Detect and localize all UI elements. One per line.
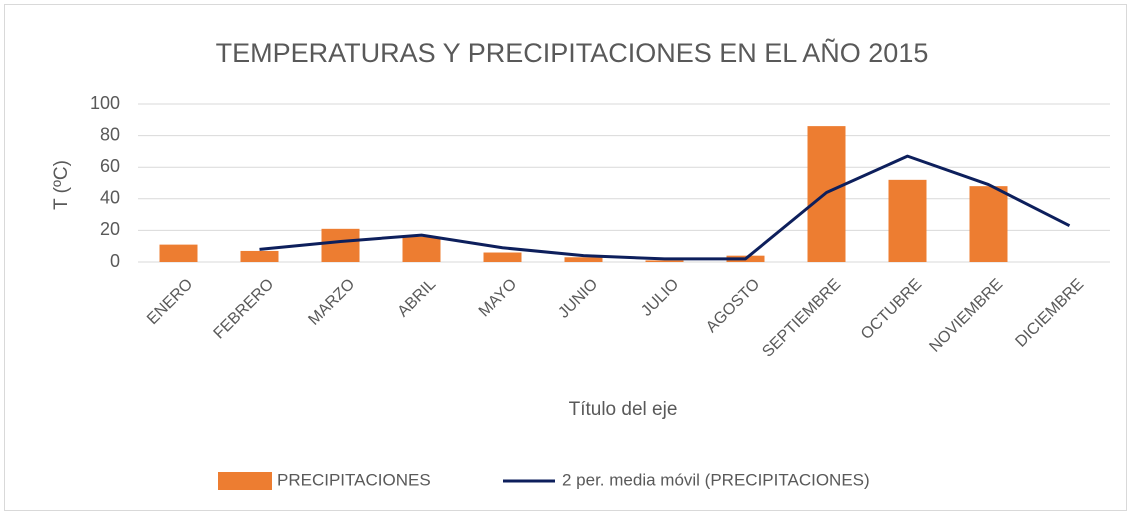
bar bbox=[402, 236, 441, 262]
y-tick-label: 100 bbox=[90, 93, 120, 113]
bar bbox=[888, 179, 927, 262]
y-tick-label: 60 bbox=[100, 156, 120, 176]
y-tick-label: 20 bbox=[100, 219, 120, 239]
x-axis-title: Título del eje bbox=[569, 399, 678, 420]
line bbox=[259, 154, 1071, 261]
bar bbox=[564, 257, 603, 262]
legend-label: PRECIPITACIONES bbox=[277, 470, 431, 489]
legend-label: 2 per. media móvil (PRECIPITACIONES) bbox=[562, 470, 870, 489]
bar bbox=[645, 260, 684, 262]
y-axis-title: T (ºC) bbox=[51, 160, 72, 210]
bar bbox=[240, 250, 279, 262]
bar bbox=[969, 186, 1008, 262]
bar bbox=[159, 244, 198, 262]
y-tick-label: 0 bbox=[110, 251, 120, 271]
bar bbox=[483, 252, 522, 262]
bar bbox=[321, 228, 360, 262]
y-tick-label: 80 bbox=[100, 124, 120, 144]
chart-title: TEMPERATURAS Y PRECIPITACIONES EN EL AÑO… bbox=[216, 37, 929, 68]
legend-swatch bbox=[218, 472, 272, 490]
y-tick-label: 40 bbox=[100, 188, 120, 208]
